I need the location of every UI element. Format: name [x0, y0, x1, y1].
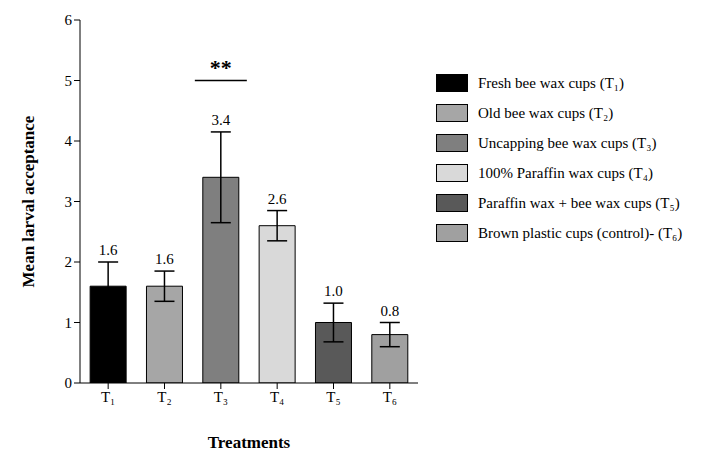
svg-text:T₄: T₄ [270, 389, 284, 405]
svg-text:4: 4 [65, 133, 73, 149]
html-text:Old bee wax cups (T₂): Old bee wax cups (T₂) [478, 104, 614, 121]
html-text:Brown plastic cups (control)-: Brown plastic cups (control)- (T₆) [478, 224, 683, 241]
svg-text:Mean larval acceptance: Mean larval acceptance [19, 115, 38, 287]
svg-text:3.4: 3.4 [211, 112, 230, 128]
svg-text:T₃: T₃ [214, 389, 228, 405]
svg-text:Treatments: Treatments [208, 433, 291, 452]
svg-text:5: 5 [65, 73, 73, 89]
svg-text:3: 3 [65, 194, 73, 210]
html-text:100% Paraffin wax cups (T₄): 100% Paraffin wax cups (T₄) [478, 164, 653, 181]
svg-text:1: 1 [65, 315, 73, 331]
svg-text:T₁: T₁ [101, 389, 115, 405]
svg-text:T₅: T₅ [326, 389, 340, 405]
svg-text:2.6: 2.6 [268, 191, 287, 207]
html-text:Paraffin wax + bee wax cups (T: Paraffin wax + bee wax cups (T₅) [478, 194, 680, 211]
svg-text:2: 2 [65, 254, 73, 270]
svg-text:6: 6 [65, 12, 73, 28]
svg-text:T₂: T₂ [157, 389, 171, 405]
svg-text:0.8: 0.8 [380, 303, 399, 319]
svg-text:T₆: T₆ [383, 389, 397, 405]
svg-text:**: ** [210, 55, 232, 80]
svg-text:1.6: 1.6 [155, 251, 174, 267]
html-text:Fresh bee wax cups (T₁): Fresh bee wax cups (T₁) [478, 74, 624, 91]
svg-text:1.0: 1.0 [324, 283, 343, 299]
svg-text:1.6: 1.6 [99, 242, 118, 258]
svg-text:0: 0 [65, 375, 73, 391]
html-text:Uncapping bee wax cups (T₃): Uncapping bee wax cups (T₃) [478, 134, 657, 151]
